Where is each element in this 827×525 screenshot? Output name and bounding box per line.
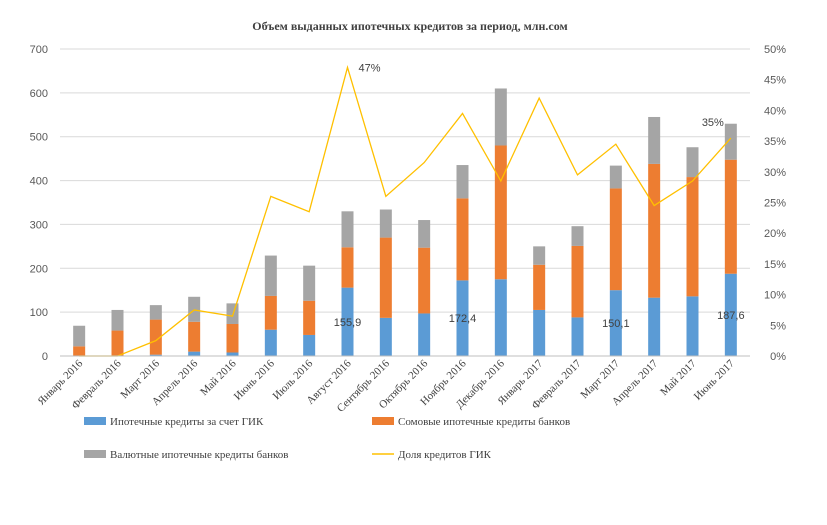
bar-series-2 bbox=[418, 220, 431, 248]
y-tick-label: 600 bbox=[30, 88, 48, 100]
y-tick-label: 500 bbox=[30, 132, 48, 144]
bar-series-1 bbox=[264, 295, 277, 330]
y2-tick-label: 5% bbox=[770, 320, 786, 332]
bar-series-1 bbox=[111, 330, 124, 356]
bar-series-0 bbox=[494, 279, 507, 356]
y-tick-label: 300 bbox=[30, 219, 48, 231]
bar-series-2 bbox=[609, 165, 622, 189]
y2-tick-label: 10% bbox=[764, 290, 786, 302]
bar-series-2 bbox=[648, 116, 661, 164]
x-tick-label: Июнь 2016 bbox=[232, 357, 277, 402]
bar-series-1 bbox=[73, 346, 86, 356]
bar-series-2 bbox=[303, 265, 316, 301]
bar-series-2 bbox=[724, 123, 737, 160]
data-label: 155,9 bbox=[334, 317, 362, 329]
legend-label: Ипотечные кредиты за счет ГИК bbox=[110, 416, 264, 428]
data-label: 172,4 bbox=[449, 313, 477, 325]
bar-series-0 bbox=[724, 273, 737, 356]
bar-series-2 bbox=[111, 309, 124, 331]
bar-series-0 bbox=[533, 309, 546, 356]
bar-series-2 bbox=[226, 303, 239, 324]
y2-tick-label: 25% bbox=[764, 198, 786, 210]
chart-title: Объем выданных ипотечных кредитов за пер… bbox=[252, 19, 567, 33]
y2-tick-label: 15% bbox=[764, 259, 786, 271]
y2-tick-label: 40% bbox=[764, 105, 786, 117]
share-line-path bbox=[79, 65, 732, 357]
legend-label: Валютные ипотечные кредиты банков bbox=[110, 449, 288, 461]
bar-series-0 bbox=[149, 354, 162, 356]
bar-series-0 bbox=[226, 352, 239, 356]
x-tick-label: Июнь 2017 bbox=[692, 357, 737, 402]
bar-series-2 bbox=[571, 226, 584, 246]
bar-series-1 bbox=[456, 198, 469, 281]
legend-label: Сомовые ипотечные кредиты банков bbox=[398, 416, 570, 428]
bar-series-0 bbox=[456, 280, 469, 356]
bar-series-0 bbox=[609, 290, 622, 356]
bar-series-0 bbox=[303, 334, 316, 356]
bar-series-1 bbox=[226, 323, 239, 353]
bar-series-0 bbox=[341, 287, 354, 356]
axes: 0 100 200 300 400 500 600 700 0% 5% 10% 15% 20% 25% 30… bbox=[30, 44, 787, 415]
bar-series-1 bbox=[724, 159, 737, 274]
bar-series-2 bbox=[264, 255, 277, 296]
data-label: 150,1 bbox=[602, 318, 630, 330]
data-labels: 155,9 172,4 150,1 187,6 47% 35% bbox=[334, 62, 745, 330]
legend-swatch bbox=[84, 450, 106, 458]
y-tick-label: 200 bbox=[30, 263, 48, 275]
data-label: 47% bbox=[358, 62, 380, 74]
bar-series-2 bbox=[73, 325, 86, 347]
bar-series-1 bbox=[303, 300, 316, 335]
bar-series-1 bbox=[648, 163, 661, 298]
bar-series-2 bbox=[456, 165, 469, 199]
bar-series-0 bbox=[188, 351, 201, 356]
y-tick-label: 0 bbox=[42, 351, 48, 363]
y-tick-label: 400 bbox=[30, 176, 48, 188]
y2-tick-label: 30% bbox=[764, 167, 786, 179]
data-label: 35% bbox=[702, 117, 724, 129]
bar-series-2 bbox=[149, 305, 162, 320]
bar-series-2 bbox=[494, 88, 507, 146]
bar-series-0 bbox=[418, 313, 431, 356]
y2-tick-label: 20% bbox=[764, 228, 786, 240]
bar-series-0 bbox=[379, 317, 392, 356]
bar-series-1 bbox=[494, 145, 507, 280]
bar-series-1 bbox=[149, 319, 162, 355]
bar-series-0 bbox=[686, 296, 699, 356]
y-tick-label: 100 bbox=[30, 307, 48, 319]
legend-label: Доля кредитов ГИК bbox=[398, 449, 492, 461]
data-label: 187,6 bbox=[717, 310, 745, 322]
legend-swatch bbox=[84, 417, 106, 425]
bar-series-1 bbox=[609, 188, 622, 291]
y-tick-label: 700 bbox=[30, 44, 48, 56]
bar-series-1 bbox=[571, 245, 584, 318]
gridlines bbox=[60, 48, 750, 357]
bar-series-2 bbox=[533, 246, 546, 265]
y2-tick-label: 50% bbox=[764, 44, 786, 56]
bar-series-1 bbox=[686, 177, 699, 297]
share-line bbox=[79, 65, 732, 357]
bar-series-2 bbox=[379, 209, 392, 238]
y2-tick-label: 45% bbox=[764, 75, 786, 87]
bar-series-1 bbox=[418, 247, 431, 314]
y2-tick-label: 35% bbox=[764, 136, 786, 148]
legend-swatch bbox=[372, 417, 394, 425]
y2-tick-label: 0% bbox=[770, 351, 786, 363]
bar-series-0 bbox=[571, 317, 584, 356]
bars bbox=[73, 88, 737, 356]
bar-series-1 bbox=[379, 237, 392, 318]
bar-series-2 bbox=[341, 211, 354, 248]
bar-series-0 bbox=[264, 329, 277, 356]
bar-series-1 bbox=[533, 264, 546, 310]
bar-series-2 bbox=[686, 147, 699, 178]
bar-series-1 bbox=[341, 247, 354, 288]
bar-series-0 bbox=[648, 297, 661, 356]
legend: Ипотечные кредиты за счет ГИК Сомовые ипо… bbox=[84, 416, 570, 461]
bar-series-1 bbox=[188, 321, 201, 352]
